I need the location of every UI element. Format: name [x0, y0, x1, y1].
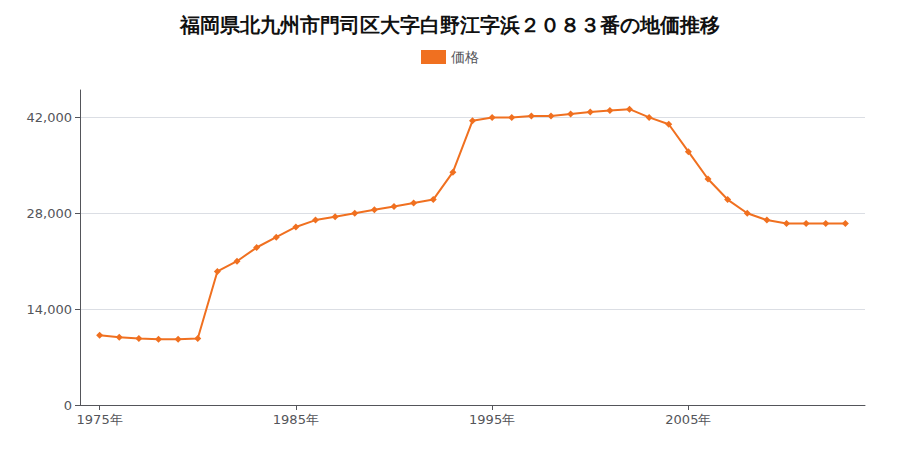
svg-text:42,000: 42,000: [27, 110, 73, 125]
svg-text:28,000: 28,000: [27, 206, 73, 221]
svg-text:福岡県北九州市門司区大字白野江字浜２０８３番の地価推移: 福岡県北九州市門司区大字白野江字浜２０８３番の地価推移: [179, 13, 720, 37]
svg-text:価格: 価格: [451, 49, 479, 65]
svg-text:1995年: 1995年: [469, 412, 515, 427]
svg-text:2005年: 2005年: [665, 412, 711, 427]
svg-text:1985年: 1985年: [273, 412, 319, 427]
svg-text:1975年: 1975年: [77, 412, 123, 427]
svg-text:14,000: 14,000: [27, 302, 73, 317]
svg-text:0: 0: [64, 398, 72, 413]
